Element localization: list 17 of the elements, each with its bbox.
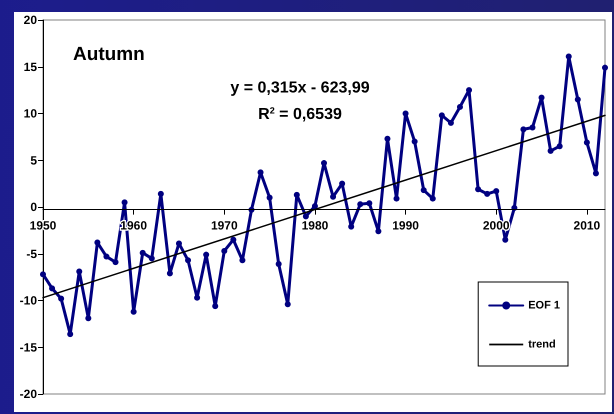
y-tick-label: -10 <box>20 294 38 308</box>
y-tick-label: 20 <box>24 13 38 27</box>
text: Autumn <box>73 44 145 65</box>
y-tick-label: -5 <box>26 246 38 261</box>
legend-label: EOF 1 <box>528 300 560 312</box>
x-tick-label: 1970 <box>210 218 238 233</box>
y-tick-label: 5 <box>30 153 38 168</box>
y-tick-label: 0 <box>30 200 38 214</box>
y-tick-label: 15 <box>24 60 38 74</box>
y-tick-label: -15 <box>20 340 38 354</box>
y-tick-label: -20 <box>20 387 38 401</box>
annotation: y = 0,315x - 623,99 <box>230 80 370 96</box>
y-tick-label: 10 <box>24 106 38 120</box>
x-tick-label: 2010 <box>574 218 601 233</box>
x-tick-label: 1980 <box>302 218 329 233</box>
legend-label: trend <box>528 338 556 350</box>
x-tick-label: 1990 <box>392 218 420 233</box>
